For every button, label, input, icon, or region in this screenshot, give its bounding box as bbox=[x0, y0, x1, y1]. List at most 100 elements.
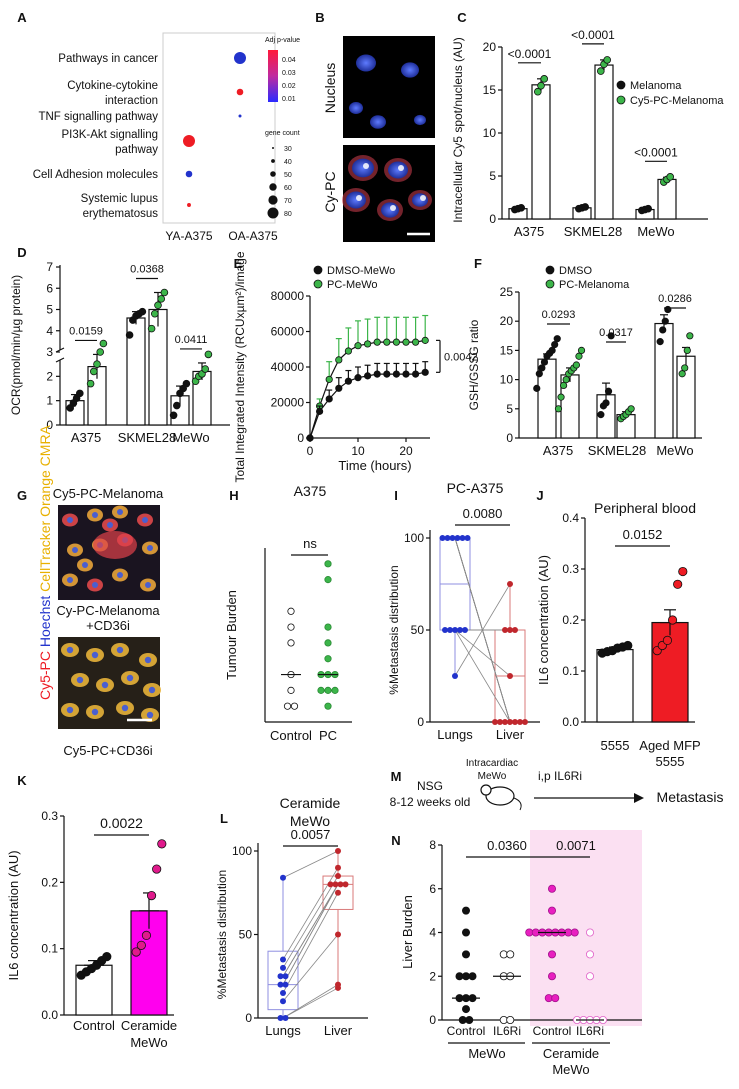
panel-H-point bbox=[287, 607, 295, 615]
panel-F-y-tick-label: 5 bbox=[506, 402, 513, 416]
panel-B-cy5-spot bbox=[356, 195, 362, 201]
panel-D-axis-break bbox=[55, 347, 65, 353]
panel-G-nucleus bbox=[117, 572, 123, 578]
panel-C-y-tick-label: 10 bbox=[483, 126, 497, 140]
panel-H-point bbox=[290, 702, 299, 710]
panel-J-point bbox=[667, 615, 678, 625]
panel-J-y-tick-label: 0.4 bbox=[562, 511, 579, 525]
panel-I-point bbox=[492, 719, 498, 725]
panel-K-point bbox=[136, 940, 146, 950]
panel-I-y-tick-label: 50 bbox=[411, 623, 425, 637]
panel-B-cell-nucleus bbox=[412, 193, 428, 207]
panel-I-point bbox=[512, 627, 518, 633]
panel-A-size-dot bbox=[271, 159, 275, 163]
panel-G-cluster bbox=[93, 531, 137, 559]
panel-I-y-label: %Metastasis distribution bbox=[387, 565, 401, 694]
panel-H-point bbox=[317, 686, 325, 694]
panel-C-x-label: A375 bbox=[514, 224, 544, 239]
panel-F-y-tick-label: 15 bbox=[500, 343, 514, 357]
panel-N-y-tick-label: 0 bbox=[429, 1013, 436, 1027]
panel-label-H: H bbox=[229, 488, 238, 503]
panel-L-point bbox=[280, 989, 286, 996]
panel-L-title: Ceramide bbox=[280, 795, 341, 811]
panel-F-point bbox=[559, 381, 568, 390]
panel-M-result-label: Metastasis bbox=[657, 789, 724, 805]
panel-I-point bbox=[464, 535, 471, 541]
panel-F-point bbox=[540, 358, 549, 366]
panel-G-side-label-part: Hoechst bbox=[37, 596, 53, 651]
panel-G-nucleus bbox=[91, 708, 99, 716]
panel-E-point bbox=[354, 342, 362, 350]
panel-C-pvalue: <0.0001 bbox=[508, 47, 552, 61]
panel-F-point bbox=[602, 399, 610, 407]
panel-E-x-label: Time (hours) bbox=[338, 458, 411, 473]
panel-D-point bbox=[201, 365, 210, 373]
panel-E-point bbox=[383, 370, 391, 378]
panel-G-nucleus bbox=[147, 545, 153, 551]
panel-N-point bbox=[506, 1016, 515, 1025]
panel-C-point bbox=[540, 75, 548, 83]
panel-I-point bbox=[459, 535, 466, 541]
panel-D-point bbox=[90, 367, 98, 376]
panel-K-y-label: IL6 concentration (AU) bbox=[6, 850, 21, 980]
panel-F-legend-label: DMSO bbox=[559, 265, 592, 277]
panel-E-series-line bbox=[309, 339, 426, 439]
panel-G-nucleus bbox=[121, 704, 129, 712]
panel-C-point bbox=[603, 56, 611, 64]
panel-N-point bbox=[461, 1005, 470, 1014]
panel-L-pair-line bbox=[282, 984, 339, 1019]
panel-A-dot bbox=[185, 170, 193, 178]
panel-F-point bbox=[577, 346, 586, 354]
panel-I-point bbox=[442, 627, 448, 633]
panel-N-point bbox=[548, 884, 557, 893]
panel-E-point bbox=[325, 395, 333, 403]
panel-H-ns: ns bbox=[303, 536, 317, 551]
panel-L-point bbox=[332, 881, 339, 888]
panel-F-point bbox=[661, 317, 669, 325]
panel-A-term-label: erythematosus bbox=[83, 208, 159, 220]
panel-C-y-tick-label: 0 bbox=[489, 212, 496, 226]
panel-I-point bbox=[522, 719, 528, 725]
panel-I-y-tick-label: 0 bbox=[417, 715, 424, 729]
panel-L-point bbox=[282, 1015, 289, 1021]
panel-N-x-label: Control bbox=[447, 1024, 486, 1038]
panel-G-nucleus bbox=[66, 646, 74, 654]
panel-L-pair-line bbox=[282, 892, 339, 994]
panel-I-y-tick-label: 100 bbox=[404, 531, 424, 545]
panel-A-dot bbox=[183, 135, 195, 147]
panel-N-group-label: MeWo bbox=[552, 1062, 589, 1077]
panel-F-point bbox=[659, 326, 667, 334]
panel-B-label-cypc: Cy-PC bbox=[322, 171, 338, 212]
panel-G-label-mid: +CD36i bbox=[86, 618, 130, 633]
panel-D-point bbox=[160, 288, 169, 297]
panel-D-point bbox=[138, 307, 147, 316]
panel-E-point bbox=[421, 368, 429, 376]
panel-A-term-label: Cytokine-cytokine bbox=[67, 80, 158, 92]
panel-I-point bbox=[452, 627, 458, 633]
panel-A-term-label: Cell Adhesion molecules bbox=[33, 169, 159, 181]
panel-A-size-tick: 70 bbox=[284, 198, 292, 205]
panel-L-y-tick-label: 50 bbox=[239, 928, 253, 942]
panel-label-F: F bbox=[474, 256, 482, 271]
panel-A-plot-frame bbox=[162, 32, 276, 224]
panel-A-size-tick: 40 bbox=[284, 159, 292, 166]
panel-G-nucleus bbox=[67, 517, 73, 523]
panel-D-point bbox=[173, 401, 181, 410]
panel-H-point bbox=[287, 623, 295, 631]
panel-N-point bbox=[468, 972, 477, 981]
panel-L-point bbox=[335, 931, 341, 938]
panel-C-point bbox=[596, 67, 605, 75]
panel-B-nucleus-cell bbox=[370, 115, 386, 129]
panel-M-mouse-head bbox=[480, 784, 492, 796]
panel-N-group-label: Ceramide bbox=[543, 1046, 599, 1061]
panel-K-point bbox=[152, 864, 162, 874]
panel-E-point bbox=[306, 434, 314, 442]
panel-D-point bbox=[169, 411, 178, 420]
panel-I-point bbox=[497, 719, 503, 725]
panel-H-point bbox=[324, 623, 332, 631]
panel-N-point bbox=[548, 906, 557, 915]
panel-G-nucleus bbox=[107, 522, 113, 528]
panel-C-pvalue: <0.0001 bbox=[634, 145, 678, 159]
panel-label-K: K bbox=[17, 773, 27, 788]
panel-M-label: MeWo bbox=[478, 771, 507, 782]
